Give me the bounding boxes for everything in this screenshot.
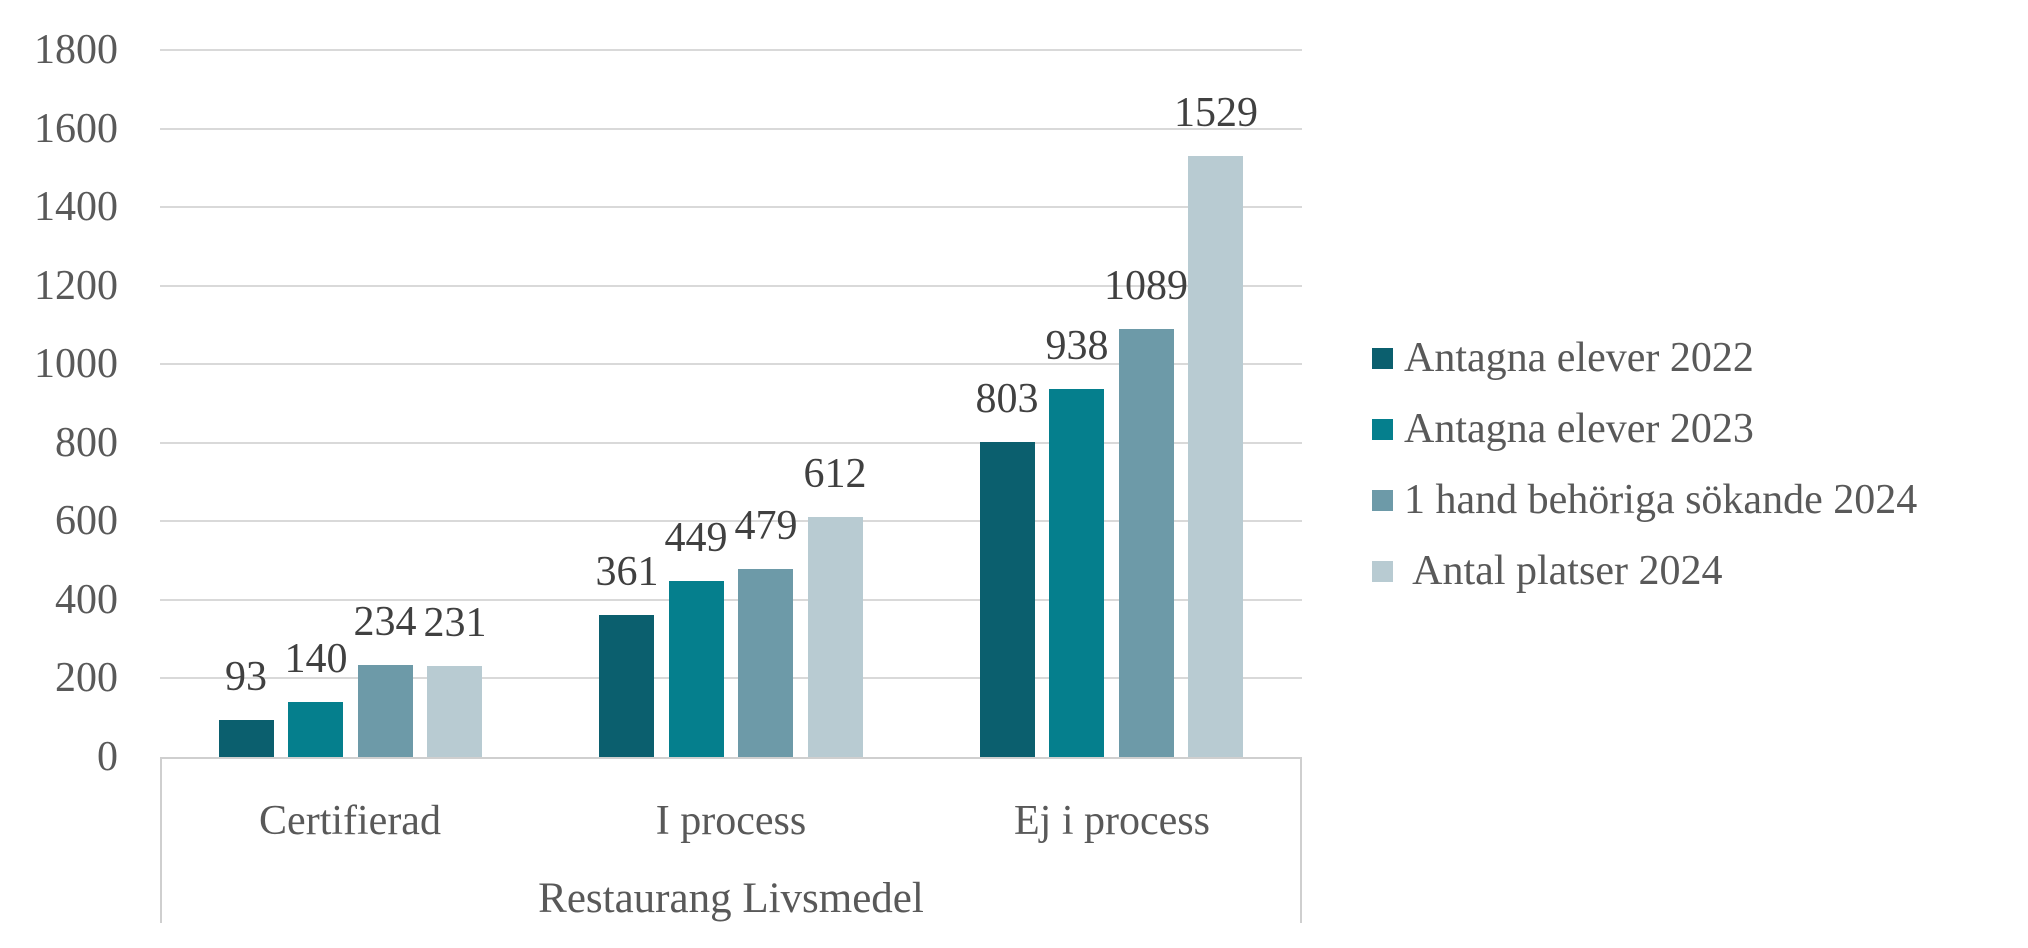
y-axis-tick-label: 1600 xyxy=(34,106,118,152)
gridline xyxy=(160,285,1302,287)
category-label: Ej i process xyxy=(1014,798,1210,844)
bar-value-label: 612 xyxy=(803,451,867,497)
y-axis-tick-label: 800 xyxy=(55,420,118,466)
gridline xyxy=(160,520,1302,522)
bar-value-label: 1529 xyxy=(1174,90,1258,136)
bar-value-label: 938 xyxy=(1045,323,1109,369)
bar xyxy=(1049,389,1104,757)
bar-value-label: 93 xyxy=(225,654,267,700)
category-label: Certifierad xyxy=(259,798,441,844)
bar xyxy=(669,581,724,757)
y-axis-tick-label: 400 xyxy=(55,577,118,623)
bar-value-label: 449 xyxy=(664,515,728,561)
gridline xyxy=(160,363,1302,365)
bar-value-label: 231 xyxy=(423,600,487,646)
y-axis-tick-label: 1000 xyxy=(34,341,118,387)
bar xyxy=(288,702,343,757)
bar xyxy=(1188,156,1243,757)
legend-swatch xyxy=(1372,561,1393,582)
gridline xyxy=(160,206,1302,208)
y-axis-tick-label: 1400 xyxy=(34,184,118,230)
gridline xyxy=(160,442,1302,444)
category-label: I process xyxy=(655,798,807,844)
legend-label: 1 hand behöriga sökande 2024 xyxy=(1404,477,1918,523)
bar-value-label: 479 xyxy=(734,503,798,549)
y-axis-tick-label: 200 xyxy=(55,655,118,701)
bar xyxy=(1119,329,1174,757)
bar xyxy=(358,665,413,757)
gridline xyxy=(160,599,1302,601)
legend-label: Antal platser 2024 xyxy=(1404,548,1723,594)
bar-value-label: 361 xyxy=(595,549,659,595)
bar xyxy=(980,442,1035,757)
y-axis-tick-label: 1200 xyxy=(34,263,118,309)
bar xyxy=(738,569,793,757)
legend-swatch xyxy=(1372,419,1393,440)
bar-value-label: 803 xyxy=(975,376,1039,422)
legend-label: Antagna elever 2022 xyxy=(1404,335,1754,381)
bar xyxy=(808,517,863,757)
bar-value-label: 1089 xyxy=(1104,263,1188,309)
y-axis-tick-label: 600 xyxy=(55,498,118,544)
y-axis-tick-label: 1800 xyxy=(34,27,118,73)
gridline xyxy=(160,677,1302,679)
bar xyxy=(599,615,654,757)
gridline xyxy=(160,128,1302,130)
axis-group-label: Restaurang Livsmedel xyxy=(538,875,924,922)
bar-value-label: 140 xyxy=(284,636,348,682)
y-axis-tick-label: 0 xyxy=(97,734,118,780)
category-axis-box xyxy=(160,757,1302,923)
legend-swatch xyxy=(1372,348,1393,369)
legend-label: Antagna elever 2023 xyxy=(1404,406,1754,452)
gridline xyxy=(160,49,1302,51)
bar xyxy=(427,666,482,757)
bar-value-label: 234 xyxy=(353,599,417,645)
bar xyxy=(219,720,274,757)
legend-swatch xyxy=(1372,490,1393,511)
